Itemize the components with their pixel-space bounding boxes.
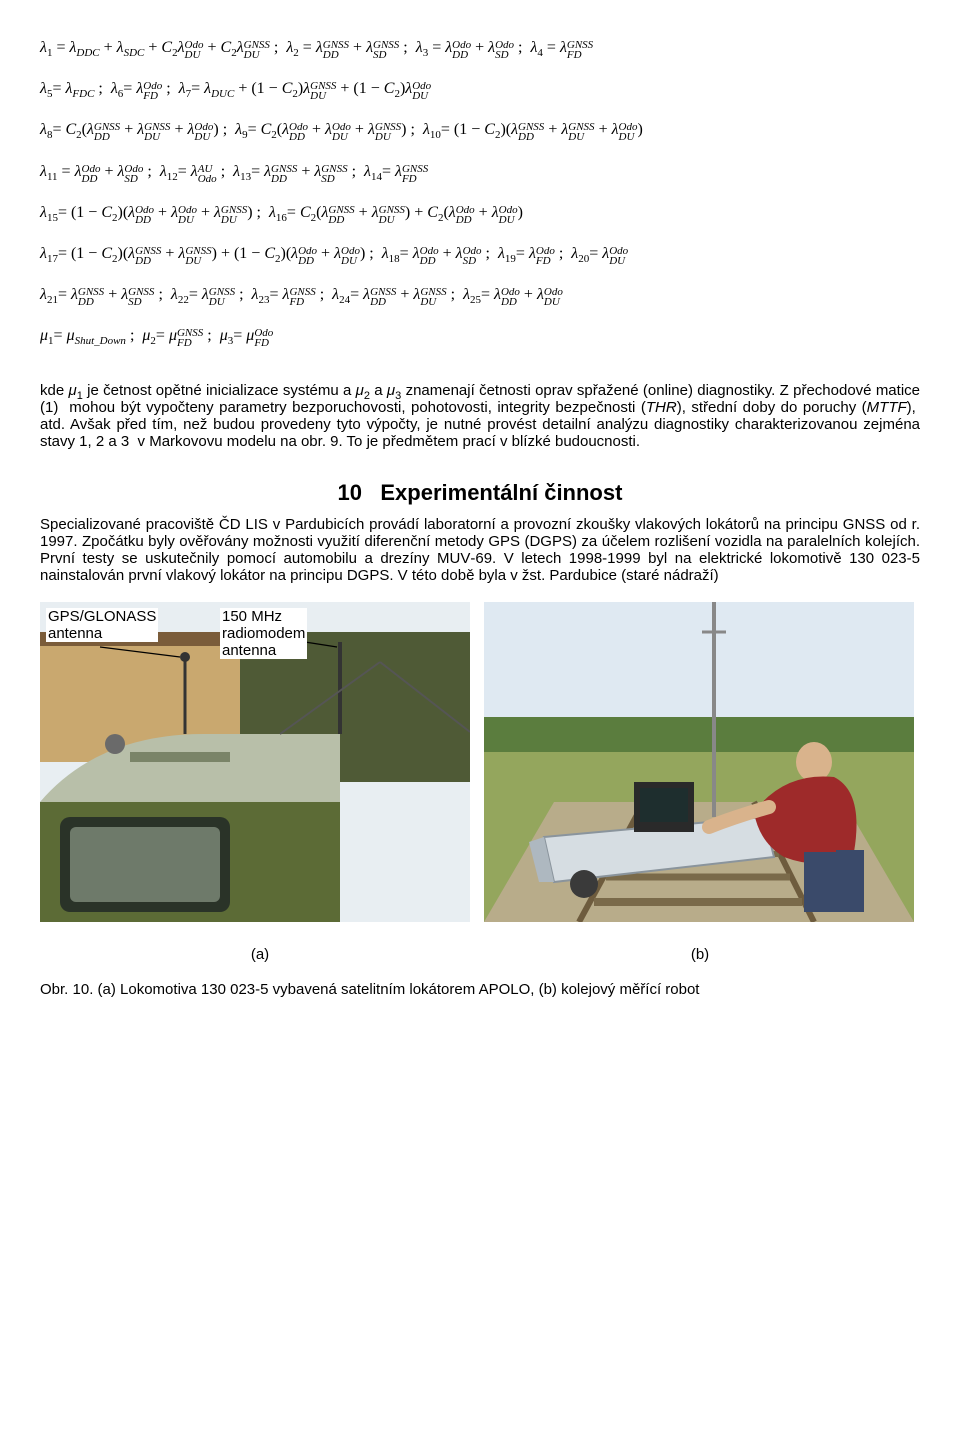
eq-line-2: λ5= λFDC ; λ6= λOdoFD ; λ7= λDUC + (1 − … (40, 71, 920, 106)
equation-block: λ1 = λDDC + λSDC + C2λOdoDU + C2λGNSSDU … (40, 30, 920, 354)
eq-line-8: μ1= μShut_Down ; μ2= μGNSSFD ; μ3= μOdoF… (40, 318, 920, 353)
eq-line-6: λ17= (1 − C2)(λGNSSDD + λGNSSDU) + (1 − … (40, 236, 920, 271)
fig-b-sublabel: (b) (691, 946, 709, 963)
paragraph-1: kde μ1 je četnost opětné inicializace sy… (40, 382, 920, 450)
figure-row: GPS/GLONASS antenna 150 MHz radiomodem a… (40, 602, 920, 922)
eq-line-1: λ1 = λDDC + λSDC + C2λOdoDU + C2λGNSSDU … (40, 30, 920, 65)
paragraph-2: Specializované pracoviště ČD LIS v Pardu… (40, 516, 920, 584)
figure-caption: Obr. 10. (a) Lokomotiva 130 023‑5 vybave… (40, 981, 920, 998)
figure-sublabels: (a) (b) (40, 946, 920, 963)
eq-line-5: λ15= (1 − C2)(λOdoDD + λOdoDU + λGNSSDU)… (40, 195, 920, 230)
figure-a: GPS/GLONASS antenna 150 MHz radiomodem a… (40, 602, 470, 922)
section-heading: 10 Experimentální činnost (40, 480, 920, 506)
section-title: Experimentální činnost (380, 480, 622, 505)
fig-a-sublabel: (a) (251, 946, 269, 963)
eq-line-3: λ8= C2(λGNSSDD + λGNSSDU + λOdoDU) ; λ9=… (40, 112, 920, 147)
eq-line-4: λ11 = λOdoDD + λOdoSD ; λ12= λAUOdo ; λ1… (40, 154, 920, 189)
figure-b (484, 602, 914, 922)
fig-a-label-1: GPS/GLONASS antenna (46, 608, 158, 642)
eq-line-7: λ21= λGNSSDD + λGNSSSD ; λ22= λGNSSDU ; … (40, 277, 920, 312)
section-number: 10 (338, 480, 362, 505)
fig-a-label-2: 150 MHz radiomodem antenna (220, 608, 307, 659)
